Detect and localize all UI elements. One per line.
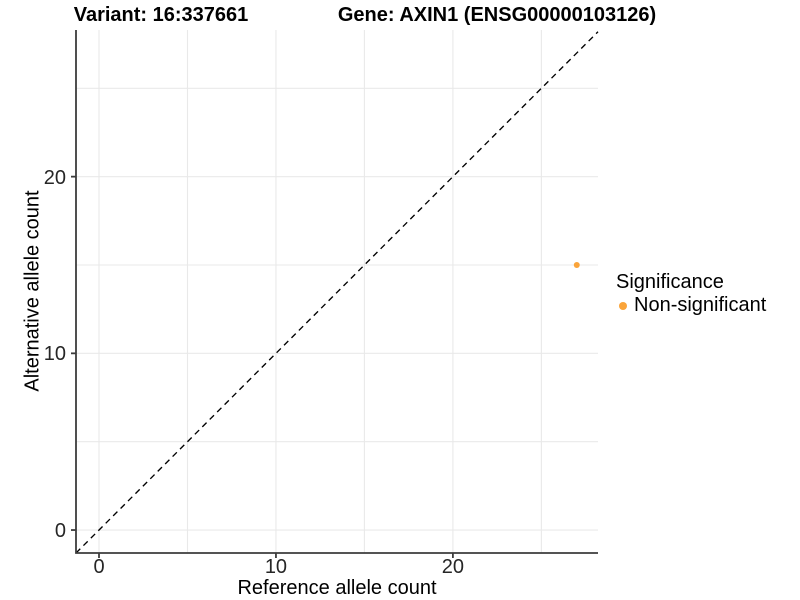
y-tick-label-2: 20 — [43, 166, 66, 189]
identity-dashed-line — [75, 31, 599, 554]
plot-title-variant: Variant: 16:337661 — [73, 4, 249, 26]
legend-item-non-significant: Non-significant — [616, 294, 767, 316]
y-tick-label-1: 10 — [43, 343, 66, 366]
y-tick-label-0: 0 — [54, 520, 66, 543]
x-tick-label-2: 20 — [441, 556, 465, 578]
legend: Significance Non-significant — [616, 271, 766, 316]
x-axis-title: Reference allele count — [237, 577, 437, 599]
legend-point-icon — [619, 301, 627, 310]
axis-lines — [75, 30, 598, 554]
y-axis-title: Alternative allele count — [21, 190, 44, 392]
plot-title-gene: Gene: AXIN1 (ENSG00000103126) — [337, 4, 657, 26]
data-point — [573, 261, 580, 268]
x-tick-label-0: 0 — [93, 556, 105, 578]
legend-item-label: Non-significant — [634, 294, 767, 316]
x-tick-label-1: 10 — [264, 556, 288, 578]
legend-title: Significance — [616, 271, 724, 293]
